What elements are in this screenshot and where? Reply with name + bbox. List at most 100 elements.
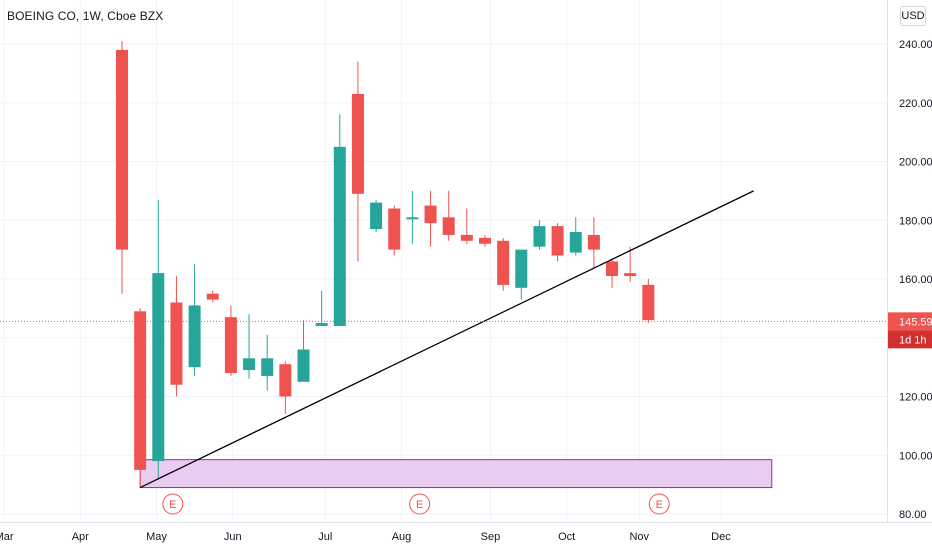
candle-down <box>134 308 147 488</box>
x-tick-label: Sep <box>481 531 501 543</box>
event-circle <box>409 493 431 515</box>
candle-down <box>587 217 600 268</box>
candles <box>116 41 655 488</box>
candle-down <box>170 276 183 397</box>
candle-up <box>297 320 310 382</box>
candle-body <box>170 302 183 385</box>
candle-up <box>533 220 546 250</box>
candle-body <box>624 273 637 277</box>
earnings-marker[interactable]: E <box>162 493 184 515</box>
y-tick-label: 160.00 <box>899 274 932 286</box>
candle-body <box>243 358 256 371</box>
trendline-line[interactable] <box>139 190 754 489</box>
candle-body <box>370 202 383 230</box>
candle-body <box>460 234 473 241</box>
candle-body <box>533 226 546 247</box>
event-label: E <box>416 499 423 511</box>
candle-body <box>497 240 510 285</box>
x-tick-label: Jul <box>318 531 332 543</box>
x-tick-label: Nov <box>629 531 649 543</box>
candle-down <box>116 41 128 294</box>
candle-body <box>152 273 165 462</box>
currency-button[interactable]: USD <box>900 6 926 26</box>
candle-down <box>388 205 401 256</box>
candle-up <box>188 264 201 376</box>
time-axis[interactable]: FebMarAprMayJunJulAugSepOctNovDec <box>0 522 932 550</box>
candle-down <box>551 223 564 262</box>
last-price-label: 145.59 <box>899 316 932 328</box>
candle-body <box>333 146 346 326</box>
candle-body <box>551 226 564 256</box>
candle-up <box>152 199 165 479</box>
candle-body <box>587 234 600 250</box>
candle-down <box>479 234 491 247</box>
y-tick-label: 100.00 <box>899 450 932 462</box>
candle-down <box>424 190 437 247</box>
last-price-badge <box>888 312 932 331</box>
candle-body <box>315 323 328 326</box>
event-circle <box>162 493 184 515</box>
candle-body <box>406 217 419 220</box>
trendline[interactable] <box>139 190 754 489</box>
event-label: E <box>656 499 663 511</box>
candle-down <box>642 279 655 324</box>
candle-body <box>606 261 619 277</box>
candle-down <box>279 361 292 415</box>
x-tick-label: Apr <box>72 531 89 543</box>
x-tick-label: Jun <box>224 531 242 543</box>
price-axis[interactable]: 80.00100.00120.00140.00160.00180.00200.0… <box>887 0 932 550</box>
candle-down <box>460 208 473 244</box>
candle-up <box>315 290 328 326</box>
candle-body <box>206 293 219 300</box>
candle-down <box>206 290 219 303</box>
candle-body <box>479 237 491 244</box>
candle-body <box>388 208 401 250</box>
candle-body <box>297 349 310 382</box>
x-tick-label: Aug <box>392 531 412 543</box>
x-tick-label: Dec <box>711 531 731 543</box>
candle-body <box>351 93 364 194</box>
candle-up <box>515 249 528 300</box>
candle-body <box>642 284 655 321</box>
candle-down <box>606 258 619 288</box>
y-tick-label: 220.00 <box>899 98 932 110</box>
candle-down <box>624 246 637 282</box>
candle-body <box>442 217 455 235</box>
candle-body <box>188 305 201 368</box>
earnings-marker[interactable]: E <box>409 493 431 515</box>
support-zone-rect[interactable] <box>139 459 773 489</box>
candle-body <box>116 49 128 250</box>
candle-down <box>351 61 364 262</box>
candle-body <box>134 311 147 470</box>
y-tick-label: 180.00 <box>899 215 932 227</box>
event-markers: DEEE <box>162 493 670 515</box>
grid-lines <box>0 0 887 522</box>
candle-body <box>224 317 237 373</box>
candle-down <box>497 237 510 291</box>
candle-up <box>569 217 582 256</box>
candle-up <box>261 334 274 391</box>
x-tick-label: Mar <box>0 531 14 543</box>
event-label: E <box>169 499 176 511</box>
symbol-title: BOEING CO, 1W, Cboe BZX <box>7 9 164 23</box>
y-tick-label: 240.00 <box>899 39 932 51</box>
candle-body <box>515 249 528 288</box>
y-tick-label: 200.00 <box>899 157 932 169</box>
time-axis-bg <box>0 522 932 550</box>
price-axis-bg <box>887 0 932 550</box>
candle-up <box>243 314 256 379</box>
earnings-marker[interactable]: E <box>648 493 670 515</box>
support-zone[interactable] <box>139 459 773 489</box>
candle-up <box>333 114 346 326</box>
x-tick-label: Oct <box>558 531 575 543</box>
candle-body <box>279 364 292 397</box>
x-tick-label: May <box>146 531 167 543</box>
countdown-badge <box>888 330 932 349</box>
candle-up <box>370 199 383 232</box>
candle-down <box>442 190 455 241</box>
event-circle <box>648 493 670 515</box>
candle-up <box>406 190 419 244</box>
countdown-label: 1d 1h <box>899 334 927 346</box>
